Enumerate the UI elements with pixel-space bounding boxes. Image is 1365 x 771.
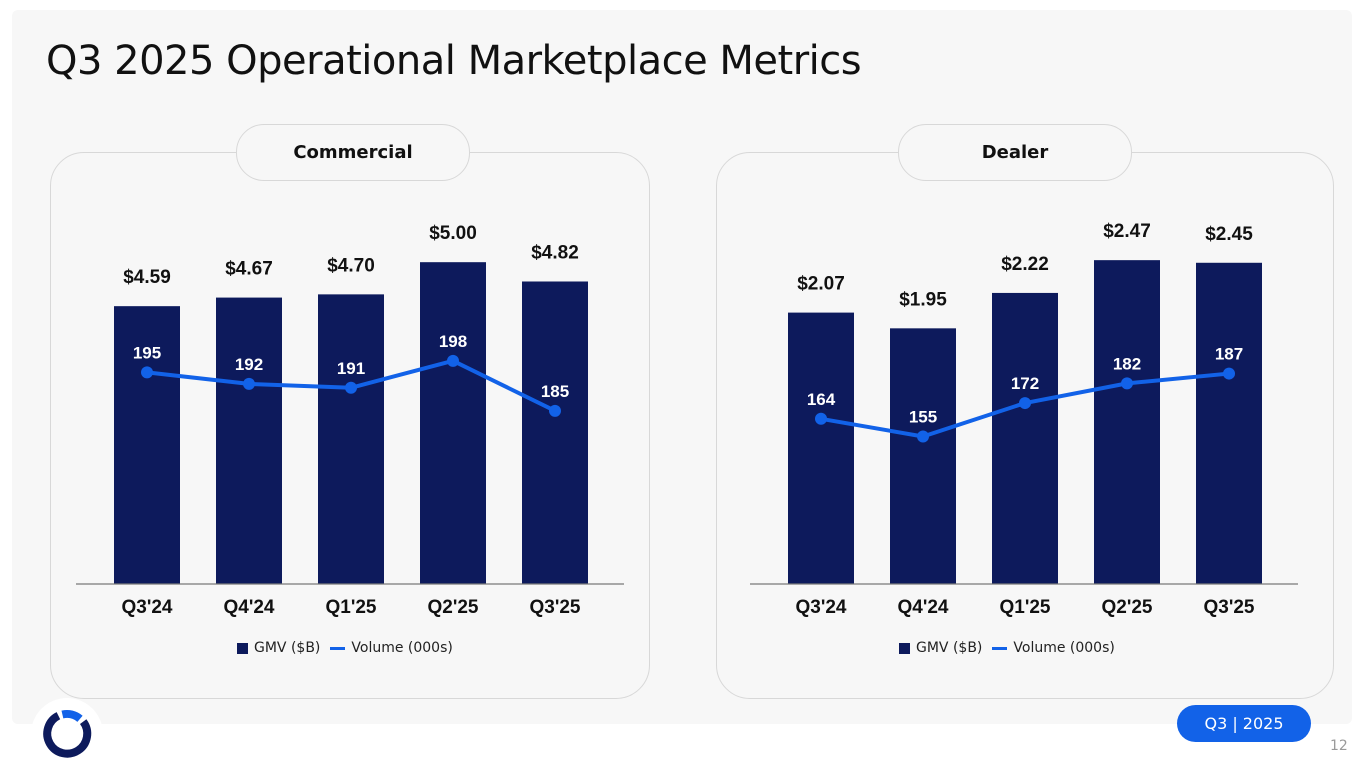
- volume-point: [345, 381, 357, 394]
- legend-gmv-label: GMV ($B): [916, 640, 983, 656]
- legend-line-swatch: [992, 646, 1008, 650]
- volume-value-label: 185: [541, 382, 569, 401]
- gmv-bar: [992, 292, 1058, 584]
- x-tick-label: Q4'24: [898, 597, 949, 618]
- volume-value-label: 155: [909, 408, 937, 427]
- gmv-bar: [890, 328, 956, 584]
- legend-line-swatch: [330, 646, 346, 650]
- volume-value-label: 195: [133, 343, 161, 362]
- commercial-chart-title: Commercial: [236, 124, 470, 181]
- volume-point: [1019, 397, 1031, 410]
- gmv-bar: [1094, 260, 1160, 584]
- gmv-value-label: $4.67: [225, 259, 273, 280]
- volume-point: [243, 377, 255, 390]
- dealer-legend: GMV ($B) Volume (000s): [899, 640, 1115, 656]
- volume-point: [549, 404, 561, 417]
- legend-volume-label: Volume (000s): [1013, 640, 1115, 656]
- gmv-value-label: $1.95: [899, 289, 947, 310]
- x-tick-label: Q2'25: [1102, 597, 1153, 618]
- quarter-badge: Q3 | 2025: [1177, 705, 1311, 742]
- x-tick-label: Q3'25: [530, 597, 581, 618]
- gmv-bar: [216, 297, 282, 584]
- gmv-value-label: $2.45: [1205, 224, 1253, 245]
- legend-bar-swatch: [899, 642, 910, 654]
- gmv-bar: [114, 306, 180, 584]
- volume-value-label: 182: [1113, 354, 1141, 373]
- gmv-value-label: $4.82: [531, 242, 579, 263]
- x-tick-label: Q1'25: [1000, 597, 1051, 618]
- x-tick-label: Q3'24: [796, 597, 847, 618]
- page-title: Q3 2025 Operational Marketplace Metrics: [46, 38, 862, 84]
- volume-value-label: 172: [1011, 374, 1039, 393]
- gmv-bar: [788, 312, 854, 584]
- gmv-bar: [420, 262, 486, 584]
- dealer-chart-title: Dealer: [898, 124, 1132, 181]
- gmv-value-label: $2.47: [1103, 221, 1151, 242]
- volume-point: [1121, 377, 1133, 390]
- volume-point: [815, 412, 827, 425]
- x-tick-label: Q3'24: [122, 597, 173, 618]
- logo-icon: [31, 698, 103, 770]
- x-tick-label: Q2'25: [428, 597, 479, 618]
- volume-value-label: 191: [337, 359, 365, 378]
- gmv-value-label: $4.59: [123, 267, 171, 288]
- gmv-bar: [318, 294, 384, 584]
- volume-value-label: 164: [807, 390, 836, 409]
- x-tick-label: Q1'25: [326, 597, 377, 618]
- volume-value-label: 192: [235, 355, 263, 374]
- gmv-bar: [522, 281, 588, 584]
- gmv-value-label: $2.22: [1001, 254, 1049, 275]
- volume-point: [141, 366, 153, 379]
- commercial-chart: $4.59 Q3'24 $4.67 Q4'24 $4.70 Q1'25 $5.00 Q2'25…: [76, 223, 624, 618]
- gmv-value-label: $4.70: [327, 255, 375, 276]
- legend-gmv-label: GMV ($B): [254, 640, 321, 656]
- dealer-chart: $2.07 Q3'24 $1.95 Q4'24 $2.22 Q1'25 $2.47 Q2'25…: [750, 221, 1298, 618]
- volume-point: [1223, 367, 1235, 380]
- page-number: 12: [1330, 738, 1348, 754]
- gmv-bar: [1196, 262, 1262, 584]
- x-tick-label: Q4'24: [224, 597, 275, 618]
- volume-point: [917, 430, 929, 443]
- volume-point: [447, 354, 459, 367]
- volume-value-label: 187: [1215, 345, 1243, 364]
- x-tick-label: Q3'25: [1204, 597, 1255, 618]
- volume-value-label: 198: [439, 332, 467, 351]
- commercial-legend: GMV ($B) Volume (000s): [237, 640, 453, 656]
- legend-volume-label: Volume (000s): [351, 640, 453, 656]
- gmv-value-label: $2.07: [797, 274, 845, 295]
- legend-bar-swatch: [237, 642, 248, 654]
- gmv-value-label: $5.00: [429, 223, 477, 244]
